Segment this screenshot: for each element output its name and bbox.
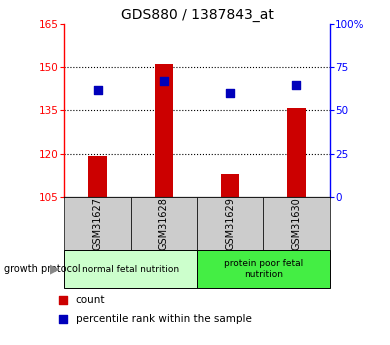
Bar: [154, 65, 173, 197]
Text: protein poor fetal
nutrition: protein poor fetal nutrition: [223, 259, 303, 279]
Bar: [88, 156, 107, 197]
Bar: [221, 174, 239, 197]
Bar: [197, 197, 263, 250]
Text: GSM31628: GSM31628: [159, 197, 169, 250]
Bar: [64, 197, 131, 250]
Text: growth protocol: growth protocol: [4, 264, 80, 274]
Text: percentile rank within the sample: percentile rank within the sample: [76, 314, 252, 324]
Bar: [197, 250, 330, 288]
Point: [227, 90, 233, 96]
Title: GDS880 / 1387843_at: GDS880 / 1387843_at: [121, 8, 273, 22]
Text: ▶: ▶: [50, 263, 59, 276]
Bar: [64, 250, 197, 288]
Bar: [287, 108, 306, 197]
Point: [94, 87, 101, 92]
Text: GSM31629: GSM31629: [225, 197, 235, 250]
Point: [60, 297, 66, 303]
Text: GSM31630: GSM31630: [291, 197, 301, 250]
Text: normal fetal nutrition: normal fetal nutrition: [82, 265, 179, 274]
Bar: [131, 197, 197, 250]
Text: count: count: [76, 295, 105, 305]
Text: GSM31627: GSM31627: [92, 197, 103, 250]
Point: [293, 82, 300, 87]
Bar: [263, 197, 330, 250]
Point: [60, 316, 66, 322]
Point: [161, 78, 167, 84]
